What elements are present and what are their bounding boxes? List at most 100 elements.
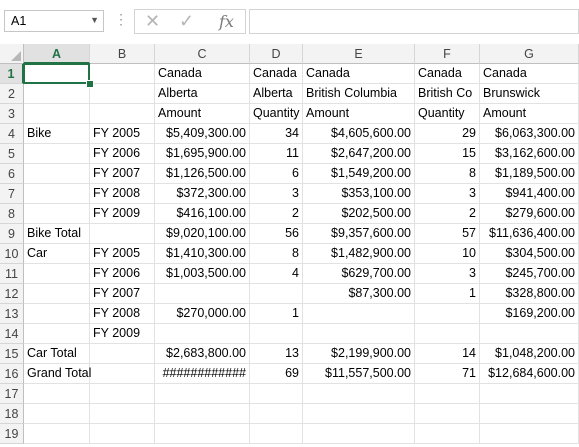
name-box[interactable]: A1 ▼ (4, 10, 104, 32)
cell-g16[interactable]: $12,684,600.00 (480, 364, 579, 384)
cell-b7[interactable]: FY 2008 (90, 184, 155, 204)
cell-e9[interactable]: $9,357,600.00 (303, 224, 415, 244)
cell-d12[interactable] (250, 284, 303, 304)
cell-g12[interactable]: $328,800.00 (480, 284, 579, 304)
cell-f3[interactable]: Quantity (415, 104, 480, 124)
cell-c12[interactable] (155, 284, 250, 304)
cell-c10[interactable]: $1,410,300.00 (155, 244, 250, 264)
cell-f10[interactable]: 10 (415, 244, 480, 264)
cell-e8[interactable]: $202,500.00 (303, 204, 415, 224)
more-options-icon[interactable]: ⋮ (114, 11, 128, 27)
column-header-f[interactable]: F (415, 44, 480, 64)
column-header-a[interactable]: A (24, 44, 90, 64)
cell-e18[interactable] (303, 404, 415, 424)
column-header-g[interactable]: G (480, 44, 579, 64)
row-header-18[interactable]: 18 (0, 404, 24, 424)
cell-a18[interactable] (24, 404, 90, 424)
cell-d16[interactable]: 69 (250, 364, 303, 384)
cell-f16[interactable]: 71 (415, 364, 480, 384)
cell-f6[interactable]: 8 (415, 164, 480, 184)
chevron-down-icon[interactable]: ▼ (90, 15, 99, 25)
cell-c16[interactable]: ############ (155, 364, 250, 384)
cell-c6[interactable]: $1,126,500.00 (155, 164, 250, 184)
cell-c4[interactable]: $5,409,300.00 (155, 124, 250, 144)
cell-b15[interactable] (90, 344, 155, 364)
cell-d13[interactable]: 1 (250, 304, 303, 324)
cell-a15[interactable]: Car Total (24, 344, 90, 364)
cell-f8[interactable]: 2 (415, 204, 480, 224)
cell-g14[interactable] (480, 324, 579, 344)
cell-f1[interactable]: Canada (415, 64, 480, 84)
cell-f5[interactable]: 15 (415, 144, 480, 164)
row-header-15[interactable]: 15 (0, 344, 24, 364)
cancel-icon[interactable]: ✕ (145, 11, 161, 31)
cell-f18[interactable] (415, 404, 480, 424)
cell-b17[interactable] (90, 384, 155, 404)
cell-d1[interactable]: Canada (250, 64, 303, 84)
cell-a12[interactable] (24, 284, 90, 304)
cell-a8[interactable] (24, 204, 90, 224)
cell-d15[interactable]: 13 (250, 344, 303, 364)
cell-b1[interactable] (90, 64, 155, 84)
cell-e11[interactable]: $629,700.00 (303, 264, 415, 284)
formula-input[interactable] (249, 9, 579, 34)
cell-g6[interactable]: $1,189,500.00 (480, 164, 579, 184)
cell-g9[interactable]: $11,636,400.00 (480, 224, 579, 244)
cell-g4[interactable]: $6,063,300.00 (480, 124, 579, 144)
cell-d14[interactable] (250, 324, 303, 344)
cell-g5[interactable]: $3,162,600.00 (480, 144, 579, 164)
cell-b18[interactable] (90, 404, 155, 424)
cell-f11[interactable]: 3 (415, 264, 480, 284)
cell-b9[interactable] (90, 224, 155, 244)
cell-c9[interactable]: $9,020,100.00 (155, 224, 250, 244)
cell-f17[interactable] (415, 384, 480, 404)
cell-d3[interactable]: Quantity (250, 104, 303, 124)
cell-c18[interactable] (155, 404, 250, 424)
cell-b12[interactable]: FY 2007 (90, 284, 155, 304)
cell-g13[interactable]: $169,200.00 (480, 304, 579, 324)
cell-d19[interactable] (250, 424, 303, 444)
cell-b2[interactable] (90, 84, 155, 104)
cell-b3[interactable] (90, 104, 155, 124)
cell-e17[interactable] (303, 384, 415, 404)
cell-c1[interactable]: Canada (155, 64, 250, 84)
cell-b14[interactable]: FY 2009 (90, 324, 155, 344)
fill-handle[interactable] (86, 80, 94, 88)
cell-b13[interactable]: FY 2008 (90, 304, 155, 324)
cell-f12[interactable]: 1 (415, 284, 480, 304)
column-header-c[interactable]: C (155, 44, 250, 64)
cell-d6[interactable]: 6 (250, 164, 303, 184)
cell-b8[interactable]: FY 2009 (90, 204, 155, 224)
checkmark-icon[interactable]: ✓ (179, 11, 195, 31)
cell-a11[interactable] (24, 264, 90, 284)
cell-e12[interactable]: $87,300.00 (303, 284, 415, 304)
cell-a16[interactable]: Grand Total (24, 364, 91, 384)
column-header-b[interactable]: B (90, 44, 155, 64)
cell-b11[interactable]: FY 2006 (90, 264, 155, 284)
row-header-3[interactable]: 3 (0, 104, 24, 124)
cell-a14[interactable] (24, 324, 90, 344)
cell-e13[interactable] (303, 304, 415, 324)
cell-e2[interactable]: British Columbia (303, 84, 415, 104)
cell-b4[interactable]: FY 2005 (90, 124, 155, 144)
cell-g17[interactable] (480, 384, 579, 404)
cell-c14[interactable] (155, 324, 250, 344)
cell-a5[interactable] (24, 144, 90, 164)
cell-b10[interactable]: FY 2005 (90, 244, 155, 264)
row-header-14[interactable]: 14 (0, 324, 24, 344)
cell-g19[interactable] (480, 424, 579, 444)
cell-e14[interactable] (303, 324, 415, 344)
cell-c13[interactable]: $270,000.00 (155, 304, 250, 324)
cell-d7[interactable]: 3 (250, 184, 303, 204)
cell-e4[interactable]: $4,605,600.00 (303, 124, 415, 144)
cell-c3[interactable]: Amount (155, 104, 250, 124)
column-header-d[interactable]: D (250, 44, 303, 64)
cell-g18[interactable] (480, 404, 579, 424)
cell-a1[interactable] (24, 64, 90, 84)
cell-f19[interactable] (415, 424, 480, 444)
cell-e5[interactable]: $2,647,200.00 (303, 144, 415, 164)
row-header-9[interactable]: 9 (0, 224, 24, 244)
cell-g11[interactable]: $245,700.00 (480, 264, 579, 284)
cell-c8[interactable]: $416,100.00 (155, 204, 250, 224)
cell-e15[interactable]: $2,199,900.00 (303, 344, 415, 364)
